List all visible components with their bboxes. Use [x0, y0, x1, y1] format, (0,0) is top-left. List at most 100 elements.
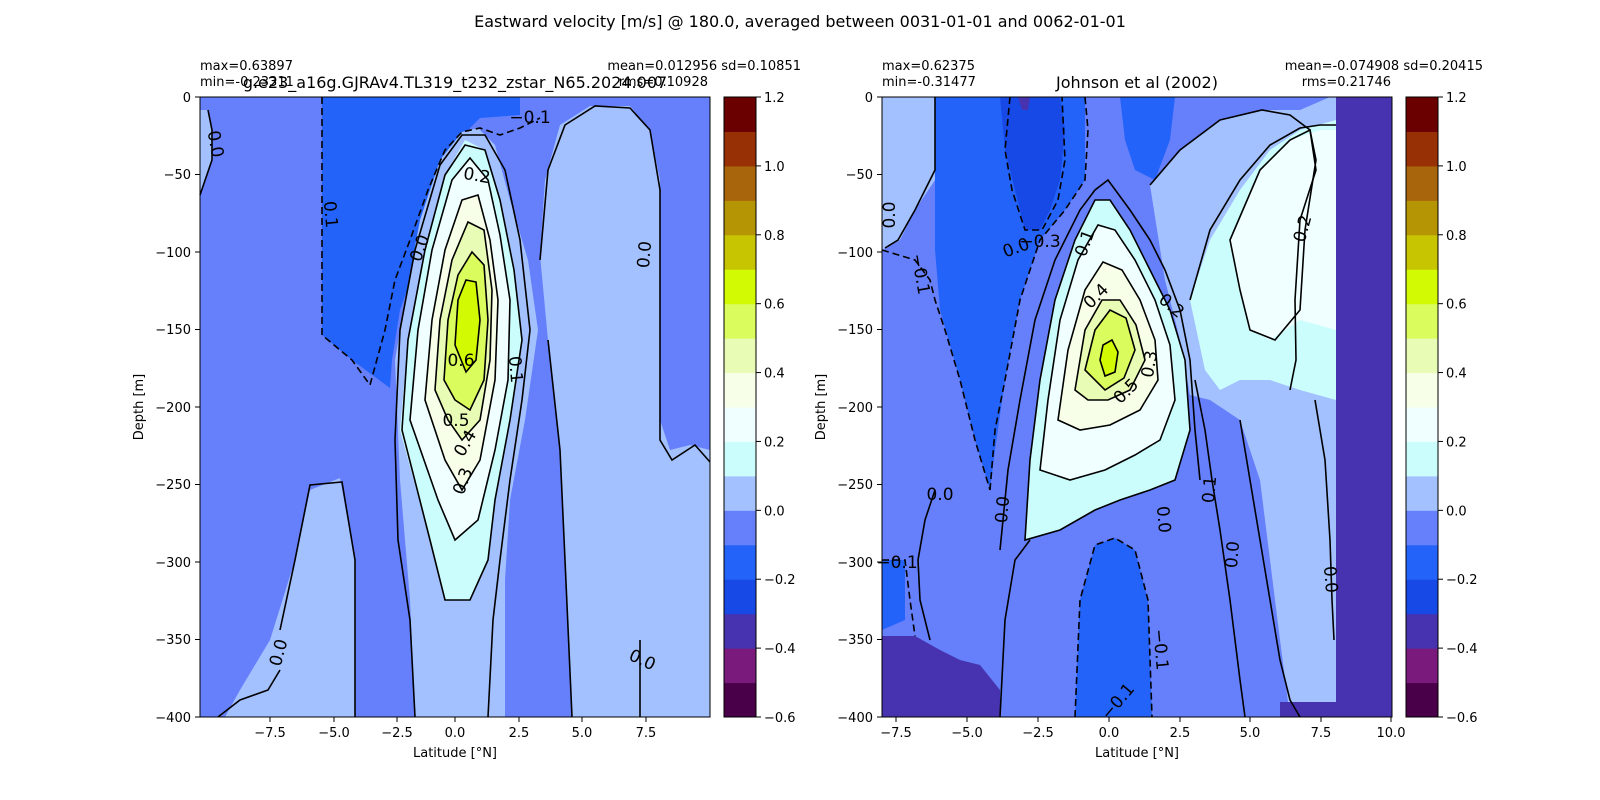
left-negative-region	[322, 97, 520, 388]
left-colorbar-swatch	[724, 303, 756, 339]
right-contour-neg-0p1-sw	[882, 559, 916, 637]
right-east-lighter	[1230, 130, 1336, 340]
left-colorbar-tick-label: 0.4	[764, 367, 785, 382]
left-colorbar-swatch	[724, 200, 756, 236]
right-ylabel: Depth [m]	[814, 374, 829, 441]
right-min-core	[1018, 97, 1030, 110]
left-colorbar-tick-label: 1.2	[764, 91, 785, 106]
left-colorbar-tick-label: 0.6	[764, 298, 785, 313]
right-colorbar-swatch	[1406, 682, 1438, 718]
right-ytick-label: −250	[837, 478, 873, 493]
left-clabel: 0.5	[442, 411, 469, 431]
right-contour-0p2-east	[1229, 128, 1317, 341]
left-colorbar-swatch	[724, 510, 756, 546]
left-ytick-label: −200	[155, 401, 191, 416]
right-contour-0p0-deep	[999, 539, 1031, 718]
left-clabel: −0.1	[509, 108, 550, 128]
right-contour-0p2	[1039, 224, 1176, 481]
right-clabel: 0.1	[1199, 475, 1221, 504]
left-contour-neg-0p1	[321, 97, 541, 387]
left-colorbar-swatch	[724, 613, 756, 649]
left-clabel: −0.1	[511, 109, 552, 129]
left-colorbar-tick-label: 0.2	[764, 435, 785, 450]
right-contours	[881, 96, 1336, 718]
right-contour-neg-0p1-deep	[1074, 537, 1153, 718]
right-xticks: −7.5 −5.0 −2.5 0.0 2.5 5.0 7.5 10.0	[880, 717, 1405, 741]
left-contour-labels: 0.0 0.1 0.0 0.2 0.6 0.5 0.4 0.3 0.1 0.0 …	[203, 108, 659, 675]
left-colorbar-swatch	[724, 338, 756, 374]
left-ytick-label: −250	[155, 478, 191, 493]
left-pos-west-surface	[200, 97, 322, 135]
right-stat-rms: rms=0.21746	[1302, 75, 1391, 90]
left-contour-0p3	[424, 193, 499, 492]
left-colorbar-swatch	[724, 648, 756, 684]
right-clabel: −0.1	[1148, 628, 1172, 671]
right-sw-strong-neg	[882, 636, 1000, 717]
right-ytick-label: −150	[837, 323, 873, 338]
left-plot-area	[199, 97, 711, 718]
right-stat-min: min=-0.31477	[882, 75, 976, 90]
right-clabel: 0.0	[880, 201, 900, 228]
right-xtick-label: 7.5	[1311, 726, 1332, 741]
right-xtick-label: −7.5	[880, 726, 912, 741]
left-xtick-label: 2.5	[509, 726, 530, 741]
left-clabel: 0.1	[319, 200, 341, 229]
right-colorbar-swatch	[1406, 165, 1438, 201]
right-ytick-label: −100	[837, 246, 873, 261]
right-ytick-label: −350	[837, 633, 873, 648]
right-xtick-label: 2.5	[1170, 726, 1191, 741]
right-colorbar-swatch	[1406, 97, 1438, 132]
right-colorbar-swatch	[1406, 407, 1438, 442]
panel-left: max=0.63897 min=-0.23311 mean=0.012956 s…	[132, 59, 801, 761]
left-colorbar-tick-label: 1.0	[764, 160, 785, 175]
left-contour-0p2	[409, 156, 511, 542]
left-ytick-label: −400	[155, 711, 191, 726]
right-colorbar-swatch	[1406, 544, 1438, 580]
right-colorbar-tick-label: 1.0	[1446, 160, 1467, 175]
right-colorbar-swatch	[1406, 303, 1438, 339]
right-colorbar-swatch	[1406, 234, 1438, 270]
left-contour-0p0-core	[394, 134, 531, 718]
right-clabel: 0.0	[1152, 505, 1174, 534]
right-colorbar-swatch	[1406, 200, 1438, 236]
right-contour-0p1-east	[1189, 124, 1336, 301]
right-colorbar-swatch	[1406, 613, 1438, 649]
right-clabel: 0.3	[1138, 349, 1162, 379]
right-colorbar-swatch	[1406, 372, 1438, 408]
right-yticks: 0 −50 −100 −150 −200 −250 −300 −350 −400	[837, 91, 882, 726]
left-xticks: −7.5 −5.0 −2.5 0.0 2.5 5.0 7.5	[254, 717, 656, 741]
left-yticks: 0 −50 −100 −150 −200 −250 −300 −350 −400	[155, 91, 200, 726]
left-contour-0p5	[443, 250, 489, 412]
right-ytick-label: −400	[837, 711, 873, 726]
left-contours	[199, 97, 711, 718]
left-xtick-label: −2.5	[381, 726, 413, 741]
left-colorbar-tick-label: 0.8	[764, 229, 785, 244]
right-east-band	[1336, 97, 1392, 717]
left-xtick-label: −7.5	[254, 726, 286, 741]
right-contour-0p0-core	[999, 178, 1201, 551]
right-colorbar-tick-label: −0.4	[1446, 642, 1478, 657]
right-contour-0p0-far	[1314, 399, 1335, 641]
left-clabel: 0.2	[462, 164, 492, 188]
left-contour-0p4	[434, 220, 493, 442]
right-ytick-label: 0	[865, 91, 873, 106]
right-colorbar-swatch	[1406, 579, 1438, 615]
left-stat-max: max=0.63897	[200, 59, 293, 74]
right-ytick-label: −200	[837, 401, 873, 416]
left-xlabel: Latitude [°N]	[413, 746, 497, 761]
right-xtick-label: 5.0	[1240, 726, 1261, 741]
right-clabel: 0.0	[926, 485, 953, 505]
left-contour-0p0-sw	[217, 669, 281, 718]
right-west-pos	[882, 97, 935, 250]
right-colorbar-tick-label: 0.8	[1446, 229, 1467, 244]
right-xtick-label: 10.0	[1377, 726, 1406, 741]
left-contour-0p0-east	[539, 105, 711, 463]
right-panel-title: Johnson et al (2002)	[1055, 73, 1218, 92]
right-clabel: 0.0	[1222, 540, 1244, 569]
left-colorbar-swatch	[724, 441, 756, 477]
right-ytick-label: −300	[837, 556, 873, 571]
right-colorbar-tick-label: 0.0	[1446, 504, 1467, 519]
right-colorbar-swatch	[1406, 441, 1438, 477]
left-colorbar-swatch	[724, 475, 756, 511]
right-se-neg	[1280, 702, 1336, 717]
